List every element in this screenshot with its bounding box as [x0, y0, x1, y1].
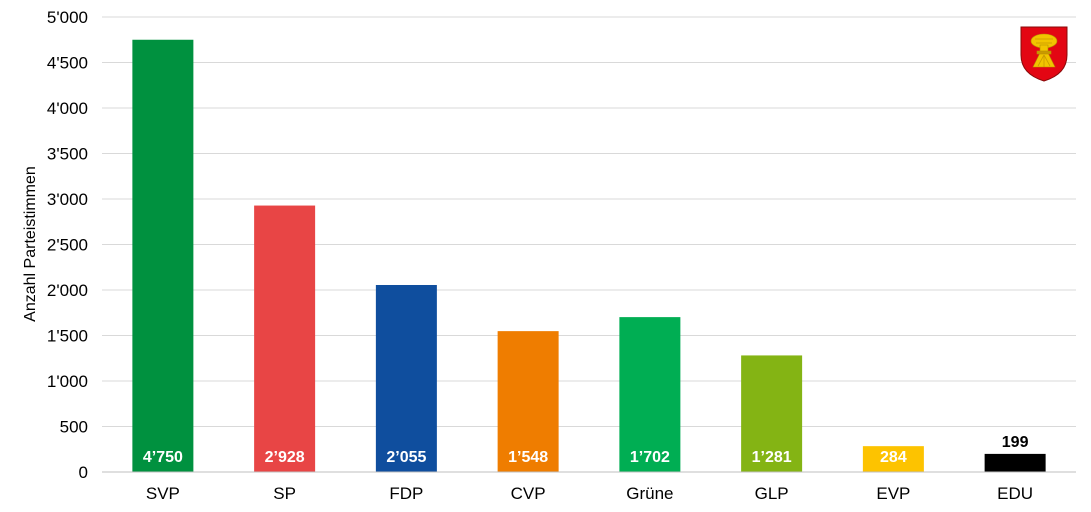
data-label: 284: [880, 449, 907, 466]
data-label: 2’055: [386, 449, 426, 466]
y-tick-label: 5'000: [47, 8, 88, 27]
x-tick-label: EVP: [876, 484, 910, 503]
bar-edu: [984, 453, 1046, 472]
grid-layer: [102, 16, 1076, 427]
bar-layer: [132, 39, 1046, 472]
y-tick-label: 500: [60, 418, 88, 437]
x-tick-label: SP: [273, 484, 296, 503]
data-label: 4’750: [143, 449, 183, 466]
y-tick-label: 4'000: [47, 99, 88, 118]
bar-sp: [254, 205, 316, 472]
data-label: 1’702: [630, 449, 670, 466]
y-tick-label: 2'500: [47, 236, 88, 255]
bar-gr-ne: [619, 317, 681, 472]
data-label: 1’281: [752, 449, 792, 466]
sheaf-lines: [1035, 38, 1053, 67]
bar-evp: [862, 446, 924, 472]
y-tick-label: 1'000: [47, 372, 88, 391]
bar-cvp: [497, 331, 559, 472]
sheaf-emblem: [1030, 33, 1058, 68]
x-tick-label: EDU: [997, 484, 1033, 503]
label-layer: 0 500 1'000 1'500 2'000 2'500 3'000 3'500 4'000 4…: [47, 8, 1033, 503]
y-tick-label: 4'500: [47, 54, 88, 73]
y-tick-label: 1'500: [47, 327, 88, 346]
y-tick-label: 2'000: [47, 281, 88, 300]
x-tick-label: SVP: [146, 484, 180, 503]
y-tick-label: 3'500: [47, 145, 88, 164]
coat-of-arms-icon: [1020, 26, 1068, 82]
x-tick-label: CVP: [511, 484, 546, 503]
data-label: 199: [1002, 434, 1029, 451]
bar-fdp: [375, 284, 437, 472]
data-label: 1’548: [508, 449, 548, 466]
data-label: 2’928: [265, 449, 305, 466]
x-tick-label: FDP: [389, 484, 423, 503]
y-axis-title: Anzahl Parteistimmen: [22, 166, 39, 322]
x-tick-label: GLP: [755, 484, 789, 503]
x-tick-label: Grüne: [626, 484, 673, 503]
bar-glp: [741, 355, 803, 472]
y-tick-label: 3'000: [47, 190, 88, 209]
y-tick-label: 0: [79, 463, 88, 482]
bar-svp: [132, 39, 194, 472]
